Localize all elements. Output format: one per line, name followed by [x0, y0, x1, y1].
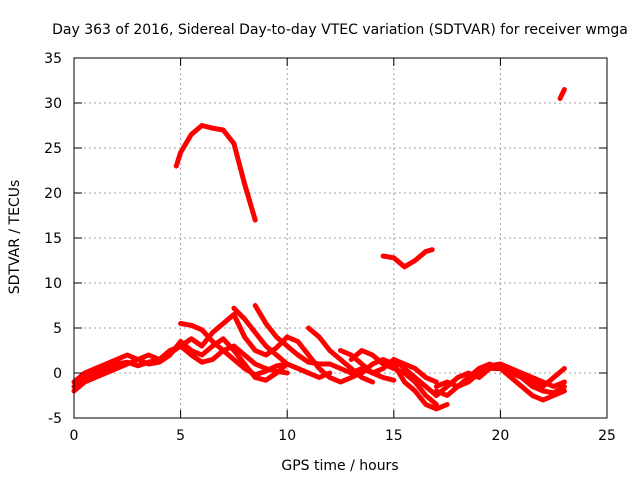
x-tick-label: 0: [70, 428, 79, 444]
data-series-group: [71, 87, 567, 412]
grid-lines: [74, 58, 607, 418]
x-tick-label: 25: [598, 428, 616, 444]
chart-title: Day 363 of 2016, Sidereal Day-to-day VTE…: [52, 22, 628, 38]
x-axis-label: GPS time / hours: [281, 458, 398, 474]
series-arc-10: [348, 348, 439, 407]
y-tick-label: 0: [53, 366, 62, 382]
series-arc-15: [476, 361, 567, 396]
y-axis-label: SDTVAR / TECUs: [7, 180, 23, 295]
y-tick-label: 35: [44, 51, 62, 67]
x-tick-label: 15: [385, 428, 403, 444]
x-tick-label: 10: [278, 428, 296, 444]
series-arc-8: [306, 325, 375, 385]
y-tick-label: 30: [44, 96, 62, 112]
y-tick-label: 25: [44, 141, 62, 157]
y-tick-label: 5: [53, 321, 62, 337]
series-arc-5: [231, 305, 333, 380]
series-arc-13: [433, 361, 567, 389]
series-arc-16: [173, 123, 258, 223]
series-arc-18: [557, 87, 567, 101]
x-tick-label: 5: [176, 428, 185, 444]
series-arc-2: [71, 336, 311, 394]
series-arc-4: [178, 321, 290, 378]
tick-labels: 0 5 10 15 20 25 -5 0 5 10 15 20 25 30 35: [44, 51, 616, 444]
y-tick-label: 15: [44, 231, 62, 247]
series-arc-17: [380, 247, 435, 270]
x-tick-label: 20: [491, 428, 509, 444]
y-tick-label: 10: [44, 276, 62, 292]
series-arc-3: [71, 312, 290, 385]
y-tick-label: 20: [44, 186, 62, 202]
axis-ticks: [73, 57, 608, 419]
series-arc-11: [391, 357, 439, 385]
y-tick-label: -5: [48, 411, 62, 427]
